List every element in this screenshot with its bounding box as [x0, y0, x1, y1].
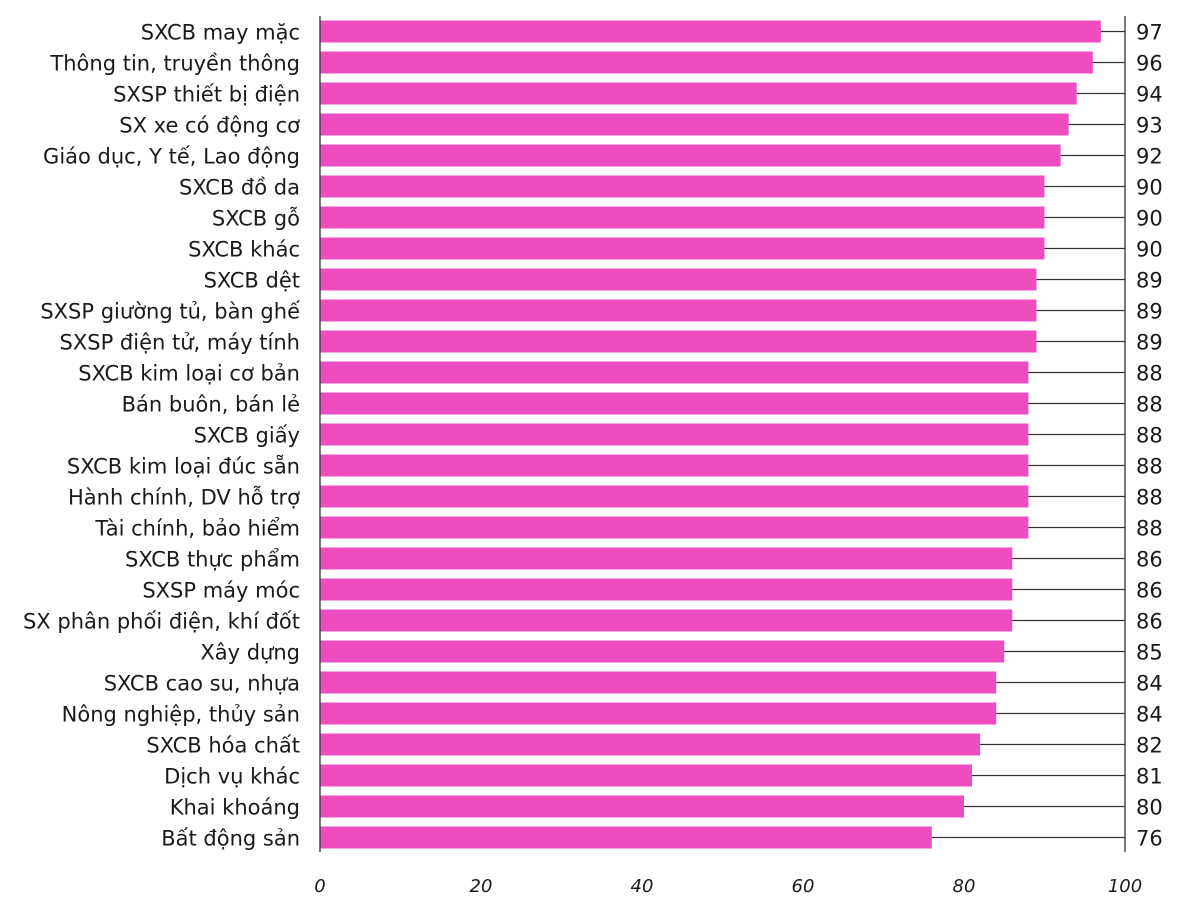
bar [320, 330, 1037, 353]
bar [320, 702, 997, 725]
category-label: SXSP điện tử, máy tính [60, 331, 300, 355]
x-tick-label: 100 [1108, 876, 1142, 897]
value-label: 90 [1136, 207, 1163, 231]
value-label: 93 [1136, 114, 1163, 138]
value-label: 96 [1136, 52, 1163, 76]
x-tick-label: 40 [631, 876, 654, 897]
category-label: SXSP giường tủ, bàn ghế [40, 300, 300, 324]
bar [320, 454, 1029, 477]
value-label: 94 [1136, 83, 1163, 107]
bar [320, 516, 1029, 539]
value-label: 85 [1136, 641, 1163, 665]
category-label: SXCB cao su, nhựa [104, 672, 300, 696]
category-label: Hành chính, DV hỗ trợ [68, 485, 300, 510]
category-label: SXSP máy móc [142, 579, 300, 603]
bar [320, 144, 1061, 167]
value-label: 89 [1136, 269, 1163, 293]
bar [320, 826, 932, 849]
bar [320, 361, 1029, 384]
bar [320, 206, 1045, 229]
x-tick-label: 60 [792, 876, 815, 897]
value-label: 86 [1136, 610, 1163, 634]
value-label: 89 [1136, 300, 1163, 324]
bar [320, 268, 1037, 291]
value-label: 80 [1136, 796, 1163, 820]
bar [320, 733, 981, 756]
category-label: SXCB thực phẩm [125, 548, 300, 572]
axis-layer [319, 16, 1126, 852]
value-labels-layer: 97 96 94 93 92 90 90 90 89 89 89 88 88 88 88 88 88 86 86 86… [1136, 21, 1163, 851]
bar [320, 82, 1077, 105]
value-label: 86 [1136, 548, 1163, 572]
category-label: SXCB kim loại cơ bản [78, 362, 300, 386]
value-label: 88 [1136, 362, 1163, 386]
category-label: Khai khoáng [170, 796, 300, 820]
bar [320, 299, 1037, 322]
value-label: 82 [1136, 734, 1163, 758]
category-label: Nông nghiệp, thủy sản [62, 703, 300, 727]
category-label: SXCB hóa chất [146, 734, 300, 758]
value-label: 88 [1136, 486, 1163, 510]
bar [320, 795, 964, 818]
category-label: SXCB may mặc [141, 21, 300, 45]
value-label: 81 [1136, 765, 1163, 789]
category-label: SX phân phối điện, khí đốt [23, 610, 300, 634]
value-label: 90 [1136, 176, 1163, 200]
value-label: 89 [1136, 331, 1163, 355]
x-tick-label: 80 [953, 876, 976, 897]
x-tick-label: 20 [470, 876, 493, 897]
bar [320, 392, 1029, 415]
category-labels-layer: SXCB may mặc Thông tin, truyền thông SXSP … [23, 21, 300, 851]
value-label: 90 [1136, 238, 1163, 262]
value-label: 97 [1136, 21, 1163, 45]
bar [320, 640, 1005, 663]
value-label: 88 [1136, 393, 1163, 417]
category-label: Thông tin, truyền thông [49, 52, 300, 76]
bar [320, 20, 1101, 43]
bar [320, 578, 1013, 601]
bar [320, 764, 973, 787]
category-label: Dịch vụ khác [164, 765, 300, 789]
value-label: 84 [1136, 672, 1163, 696]
tick-labels-layer: 0 20 40 60 80 100 [314, 876, 1142, 897]
category-label: Tài chính, bảo hiểm [94, 517, 300, 541]
x-tick-label: 0 [314, 876, 325, 897]
bars-layer [320, 20, 1101, 849]
category-label: Giáo dục, Y tế, Lao động [43, 145, 300, 169]
value-label: 88 [1136, 424, 1163, 448]
bar [320, 113, 1069, 136]
bar [320, 609, 1013, 632]
category-label: SXCB giấy [194, 424, 300, 448]
value-label: 84 [1136, 703, 1163, 727]
bar [320, 671, 997, 694]
category-label: Xây dựng [200, 641, 300, 665]
bar [320, 237, 1045, 260]
value-label: 92 [1136, 145, 1163, 169]
bar [320, 423, 1029, 446]
leader-lines-layer [931, 30, 1125, 839]
category-label: SX xe có động cơ [119, 114, 300, 138]
value-label: 88 [1136, 455, 1163, 479]
category-label: SXSP thiết bị điện [113, 83, 300, 107]
bar [320, 547, 1013, 570]
value-label: 86 [1136, 579, 1163, 603]
bar [320, 485, 1029, 508]
category-label: SXCB đồ da [179, 176, 300, 200]
value-label: 76 [1136, 827, 1163, 851]
category-label: Bán buôn, bán lẻ [122, 393, 300, 417]
category-label: SXCB gỗ [212, 206, 300, 231]
category-label: SXCB khác [188, 238, 300, 262]
category-label: SXCB dệt [204, 269, 300, 293]
bar [320, 51, 1093, 74]
category-label: SXCB kim loại đúc sẵn [67, 454, 300, 479]
category-label: Bất động sản [161, 827, 300, 851]
value-label: 88 [1136, 517, 1163, 541]
bar [320, 175, 1045, 198]
